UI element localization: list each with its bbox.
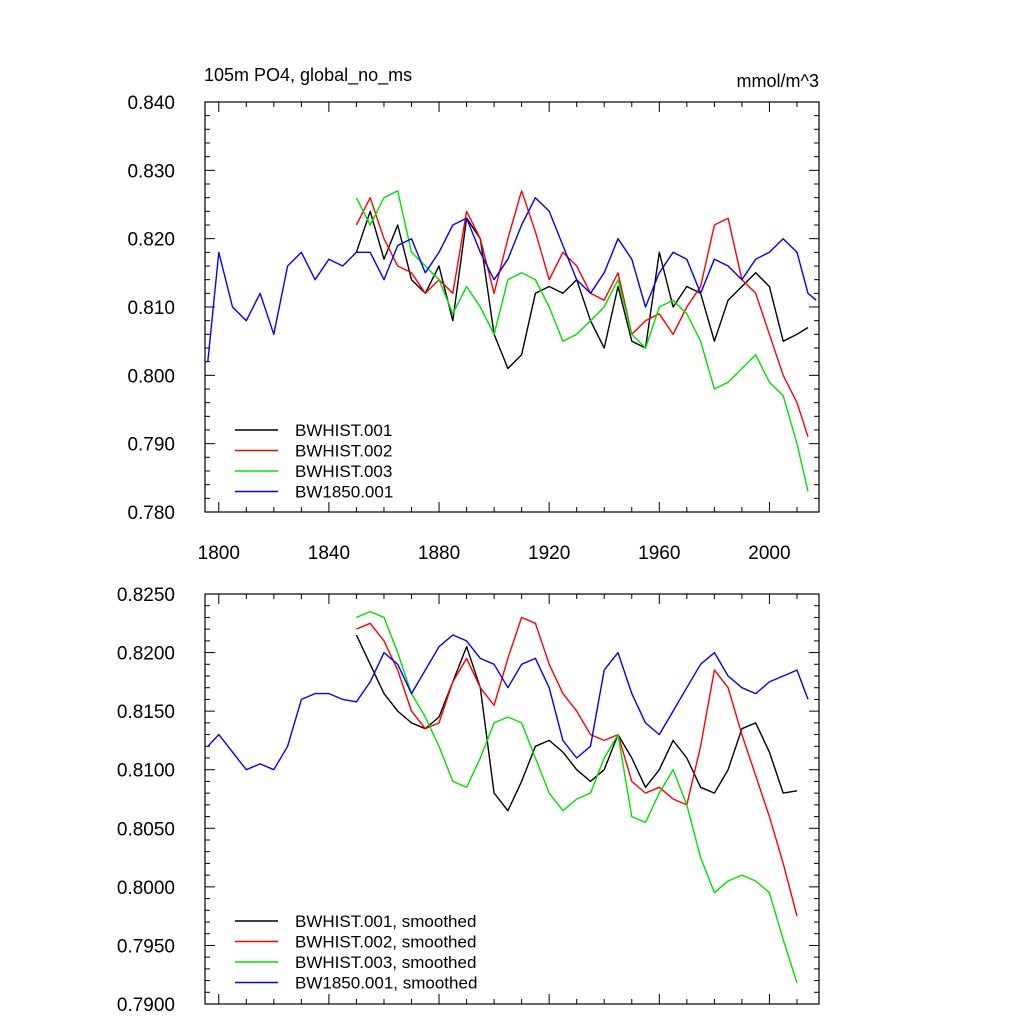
x-tick-label: 1920 — [528, 543, 570, 564]
y-tick-label: 0.790 — [127, 435, 175, 456]
x-tick-label: 2000 — [748, 543, 790, 564]
series-line-4 — [207, 196, 817, 362]
y-tick-label: 0.8150 — [117, 702, 175, 723]
y-tick-label: 0.8250 — [117, 585, 175, 606]
y-tick-label: 0.7900 — [117, 995, 175, 1016]
y-tick-label: 0.820 — [127, 230, 175, 251]
y-tick-label: 0.810 — [127, 298, 175, 319]
x-tick-label: 1960 — [638, 543, 680, 564]
bottom-panel: 0.7900 0.7950 0.8000 0.8050 0.8100 0.8150 0.82… — [117, 585, 820, 1016]
top-panel: 105m PO4, global_no_ms mmol/m^3 1800 1840… — [127, 65, 820, 564]
y-tick-label: 0.780 — [127, 503, 175, 524]
series-line-3 — [355, 190, 809, 492]
y-tick-label: 0.8100 — [117, 761, 175, 782]
panel-title: 105m PO4, global_no_ms — [204, 65, 412, 86]
x-tick-label: 1880 — [418, 543, 460, 564]
legend-label: BWHIST.003 — [295, 462, 392, 481]
series-line-1 — [355, 634, 798, 812]
legend-label: BWHIST.001 — [295, 421, 392, 440]
series-line-3 — [356, 610, 798, 984]
x-tick-label: 1800 — [198, 543, 240, 564]
y-tick-label: 0.7950 — [117, 936, 175, 957]
legend-label: BWHIST.003, smoothed — [295, 953, 476, 972]
legend-label: BW1850.001, smoothed — [295, 974, 477, 993]
plot-frame — [204, 593, 820, 1005]
y-tick-label: 0.8000 — [117, 878, 175, 899]
series-line-2 — [355, 190, 809, 438]
y-tick-label: 0.8050 — [117, 819, 175, 840]
y-tick-label: 0.800 — [127, 366, 175, 387]
x-tick-label: 1840 — [308, 543, 350, 564]
legend-label: BWHIST.002, smoothed — [295, 933, 476, 952]
legend-label: BWHIST.001, smoothed — [295, 912, 476, 931]
y-tick-label: 0.840 — [127, 93, 175, 114]
legend-label: BW1850.001 — [295, 483, 393, 502]
series-line-2 — [356, 616, 798, 917]
y-tick-label: 0.8200 — [117, 644, 175, 665]
series-line-1 — [355, 210, 809, 370]
series-line-4 — [207, 634, 809, 771]
units-label: mmol/m^3 — [737, 71, 819, 91]
y-tick-label: 0.830 — [127, 161, 175, 182]
legend-label: BWHIST.002 — [295, 442, 392, 461]
